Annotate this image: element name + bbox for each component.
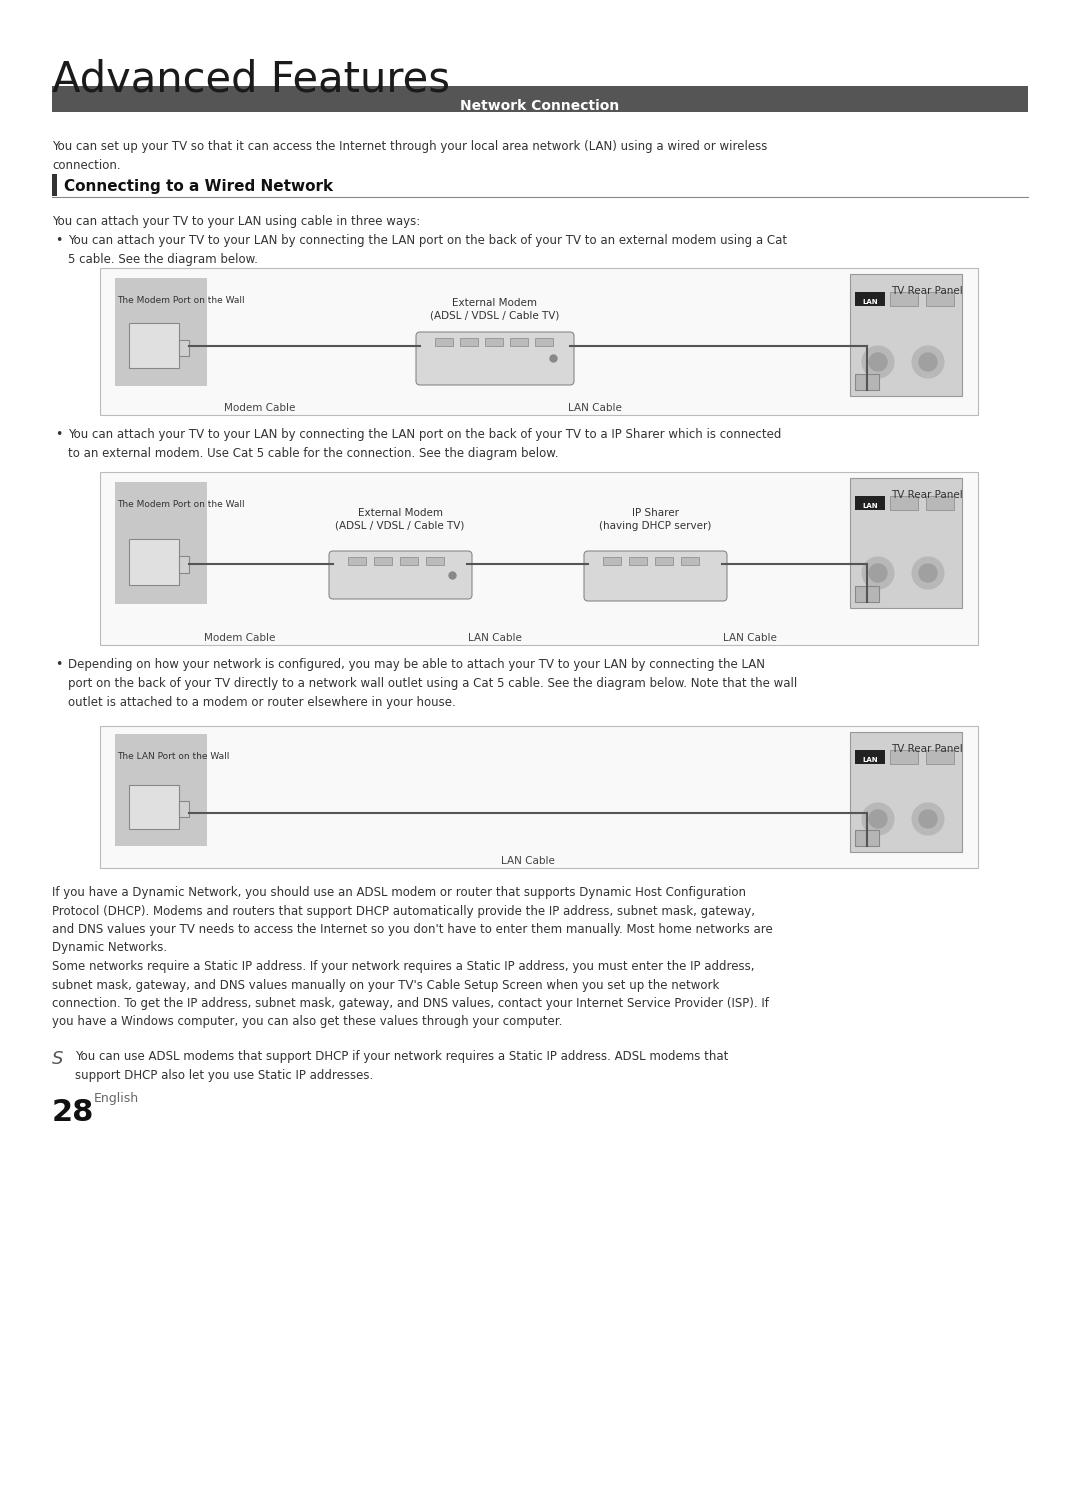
FancyBboxPatch shape xyxy=(535,338,553,347)
Circle shape xyxy=(919,810,937,828)
Text: TV Rear Panel: TV Rear Panel xyxy=(891,285,963,296)
FancyBboxPatch shape xyxy=(926,291,954,306)
FancyBboxPatch shape xyxy=(129,323,179,368)
FancyBboxPatch shape xyxy=(926,750,954,763)
Text: You can attach your TV to your LAN by connecting the LAN port on the back of you: You can attach your TV to your LAN by co… xyxy=(68,235,787,266)
FancyBboxPatch shape xyxy=(890,496,918,509)
Circle shape xyxy=(862,557,894,589)
FancyBboxPatch shape xyxy=(485,338,503,347)
Circle shape xyxy=(912,347,944,378)
Text: TV Rear Panel: TV Rear Panel xyxy=(891,744,963,754)
FancyBboxPatch shape xyxy=(855,374,879,390)
FancyBboxPatch shape xyxy=(629,557,647,565)
Text: The Modem Port on the Wall: The Modem Port on the Wall xyxy=(117,296,245,305)
Circle shape xyxy=(869,565,887,583)
FancyBboxPatch shape xyxy=(374,557,392,565)
Text: Modem Cable: Modem Cable xyxy=(204,633,275,642)
Text: (ADSL / VDSL / Cable TV): (ADSL / VDSL / Cable TV) xyxy=(335,521,464,530)
Text: Modem Cable: Modem Cable xyxy=(225,403,296,412)
Text: (having DHCP server): (having DHCP server) xyxy=(598,521,712,530)
Text: You can attach your TV to your LAN by connecting the LAN port on the back of you: You can attach your TV to your LAN by co… xyxy=(68,427,781,460)
Circle shape xyxy=(912,802,944,835)
FancyBboxPatch shape xyxy=(855,291,885,306)
Text: You can attach your TV to your LAN using cable in three ways:: You can attach your TV to your LAN using… xyxy=(52,215,420,229)
Circle shape xyxy=(862,347,894,378)
Circle shape xyxy=(919,565,937,583)
FancyBboxPatch shape xyxy=(100,472,978,645)
Text: English: English xyxy=(94,1092,139,1106)
FancyBboxPatch shape xyxy=(329,551,472,599)
FancyBboxPatch shape xyxy=(129,539,179,586)
FancyBboxPatch shape xyxy=(179,341,189,356)
Circle shape xyxy=(869,353,887,371)
FancyBboxPatch shape xyxy=(855,750,885,763)
FancyBboxPatch shape xyxy=(890,291,918,306)
Text: You can use ADSL modems that support DHCP if your network requires a Static IP a: You can use ADSL modems that support DHC… xyxy=(75,1050,728,1082)
FancyBboxPatch shape xyxy=(100,267,978,415)
FancyBboxPatch shape xyxy=(460,338,478,347)
FancyBboxPatch shape xyxy=(114,483,207,604)
FancyBboxPatch shape xyxy=(52,87,1028,112)
FancyBboxPatch shape xyxy=(348,557,366,565)
Text: LAN Cable: LAN Cable xyxy=(501,856,555,867)
Text: External Modem: External Modem xyxy=(453,297,538,308)
FancyBboxPatch shape xyxy=(850,732,962,852)
FancyBboxPatch shape xyxy=(603,557,621,565)
Circle shape xyxy=(862,802,894,835)
FancyBboxPatch shape xyxy=(926,496,954,509)
Text: Connecting to a Wired Network: Connecting to a Wired Network xyxy=(64,179,333,194)
FancyBboxPatch shape xyxy=(426,557,444,565)
Text: •: • xyxy=(55,657,63,671)
FancyBboxPatch shape xyxy=(681,557,699,565)
Text: You can set up your TV so that it can access the Internet through your local are: You can set up your TV so that it can ac… xyxy=(52,140,768,172)
FancyBboxPatch shape xyxy=(855,586,879,602)
Text: External Modem: External Modem xyxy=(357,508,443,518)
FancyBboxPatch shape xyxy=(510,338,528,347)
Circle shape xyxy=(912,557,944,589)
Text: If you have a Dynamic Network, you should use an ADSL modem or router that suppo: If you have a Dynamic Network, you shoul… xyxy=(52,886,773,955)
FancyBboxPatch shape xyxy=(114,278,207,385)
Circle shape xyxy=(919,353,937,371)
Text: LAN Cable: LAN Cable xyxy=(724,633,777,642)
Text: IP Sharer: IP Sharer xyxy=(632,508,678,518)
Text: LAN: LAN xyxy=(862,503,878,509)
Text: The Modem Port on the Wall: The Modem Port on the Wall xyxy=(117,500,245,509)
FancyBboxPatch shape xyxy=(850,478,962,608)
FancyBboxPatch shape xyxy=(654,557,673,565)
FancyBboxPatch shape xyxy=(890,750,918,763)
Text: •: • xyxy=(55,235,63,247)
FancyBboxPatch shape xyxy=(850,273,962,396)
FancyBboxPatch shape xyxy=(435,338,453,347)
FancyBboxPatch shape xyxy=(416,332,573,385)
FancyBboxPatch shape xyxy=(179,801,189,817)
Text: TV Rear Panel: TV Rear Panel xyxy=(891,490,963,500)
Text: LAN Cable: LAN Cable xyxy=(568,403,622,412)
Text: LAN: LAN xyxy=(862,299,878,305)
Text: 28: 28 xyxy=(52,1098,94,1126)
Text: Depending on how your network is configured, you may be able to attach your TV t: Depending on how your network is configu… xyxy=(68,657,797,710)
Text: S: S xyxy=(52,1050,64,1068)
FancyBboxPatch shape xyxy=(52,173,57,196)
Text: •: • xyxy=(55,427,63,441)
FancyBboxPatch shape xyxy=(400,557,418,565)
Text: Network Connection: Network Connection xyxy=(460,99,620,114)
Text: LAN Cable: LAN Cable xyxy=(468,633,522,642)
FancyBboxPatch shape xyxy=(584,551,727,601)
Text: Some networks require a Static IP address. If your network requires a Static IP : Some networks require a Static IP addres… xyxy=(52,961,769,1028)
Circle shape xyxy=(869,810,887,828)
Text: (ADSL / VDSL / Cable TV): (ADSL / VDSL / Cable TV) xyxy=(430,311,559,321)
FancyBboxPatch shape xyxy=(179,556,189,574)
FancyBboxPatch shape xyxy=(129,784,179,829)
FancyBboxPatch shape xyxy=(114,734,207,846)
Text: Advanced Features: Advanced Features xyxy=(52,58,450,100)
Text: LAN: LAN xyxy=(862,757,878,763)
FancyBboxPatch shape xyxy=(855,831,879,846)
Text: The LAN Port on the Wall: The LAN Port on the Wall xyxy=(117,751,229,760)
FancyBboxPatch shape xyxy=(100,726,978,868)
FancyBboxPatch shape xyxy=(855,496,885,509)
